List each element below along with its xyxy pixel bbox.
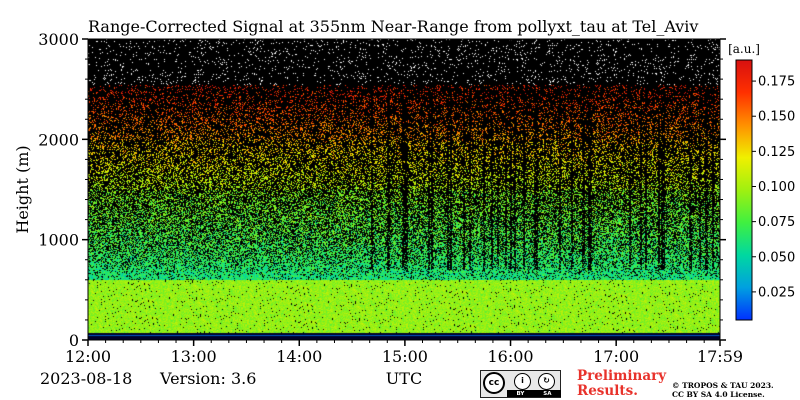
cc-by-icon: i <box>514 373 531 390</box>
preliminary-notice: Preliminary Results. <box>577 369 666 399</box>
colorbar-tick-label: 0.125 <box>758 145 795 160</box>
plot-frame <box>87 38 721 341</box>
x-tick-label: 17:59 <box>697 347 743 366</box>
preliminary-line-2: Results. <box>577 383 638 399</box>
date-label: 2023-08-18 <box>40 369 133 388</box>
x-axis-label: UTC <box>386 369 422 388</box>
colorbar-tick-label: 0.050 <box>758 250 795 265</box>
x-tick-label: 13:00 <box>171 347 217 366</box>
colorbar-tick-label: 0.100 <box>758 180 795 195</box>
copyright-line-2: CC BY SA 4.0 License. <box>672 390 765 399</box>
cc-sa-text: SA <box>543 390 552 397</box>
x-tick-label: 17:00 <box>593 347 639 366</box>
x-tick-label: 15:00 <box>382 347 428 366</box>
y-tick-label: 3000 <box>38 30 79 49</box>
colorbar-unit-label: [a.u.] <box>728 42 760 56</box>
colorbar-gradient <box>735 59 753 321</box>
x-tick-label: 14:00 <box>276 347 322 366</box>
y-axis-label: Height (m) <box>13 145 32 233</box>
rcs-heatmap <box>88 39 720 340</box>
plot-area: 12:00 13:00 14:00 15:00 16:00 17:00 17:59 0 1000… <box>13 30 743 388</box>
colorbar-tick-label: 0.150 <box>758 110 795 125</box>
colorbar-tick-label: 0.025 <box>758 285 795 300</box>
cc-icon: cc <box>483 372 505 394</box>
cc-by-text: BY <box>516 390 525 397</box>
version-label: Version: 3.6 <box>160 369 257 388</box>
colorbar: 0.025 0.050 0.075 0.100 0.125 0.150 0.175 [a.u.… <box>728 42 795 321</box>
colorbar-tick-label: 0.175 <box>758 75 795 90</box>
x-tick-label: 12:00 <box>65 347 111 366</box>
copyright-notice: © TROPOS & TAU 2023. CC BY SA 4.0 Licens… <box>672 381 774 399</box>
y-tick-label: 2000 <box>38 130 79 149</box>
chart-title: Range-Corrected Signal at 355nm Near-Ran… <box>88 17 699 36</box>
cc-license-badge: cc i ↻ BY SA <box>480 370 561 398</box>
colorbar-tick-label: 0.075 <box>758 215 795 230</box>
y-tick-label: 1000 <box>38 231 79 250</box>
preliminary-line-1: Preliminary <box>577 368 667 384</box>
copyright-line-1: © TROPOS & TAU 2023. <box>672 381 774 390</box>
x-tick-label: 16:00 <box>487 347 533 366</box>
y-tick-label: 0 <box>69 331 79 350</box>
cc-sa-icon: ↻ <box>538 373 555 390</box>
cc-strip: BY SA <box>507 390 561 397</box>
